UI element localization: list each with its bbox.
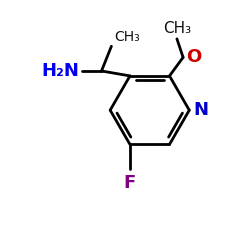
Text: N: N: [194, 101, 209, 119]
Text: F: F: [124, 174, 136, 192]
Text: H₂N: H₂N: [42, 62, 79, 80]
Text: O: O: [186, 48, 201, 66]
Text: CH₃: CH₃: [163, 21, 191, 36]
Text: CH₃: CH₃: [114, 30, 140, 44]
